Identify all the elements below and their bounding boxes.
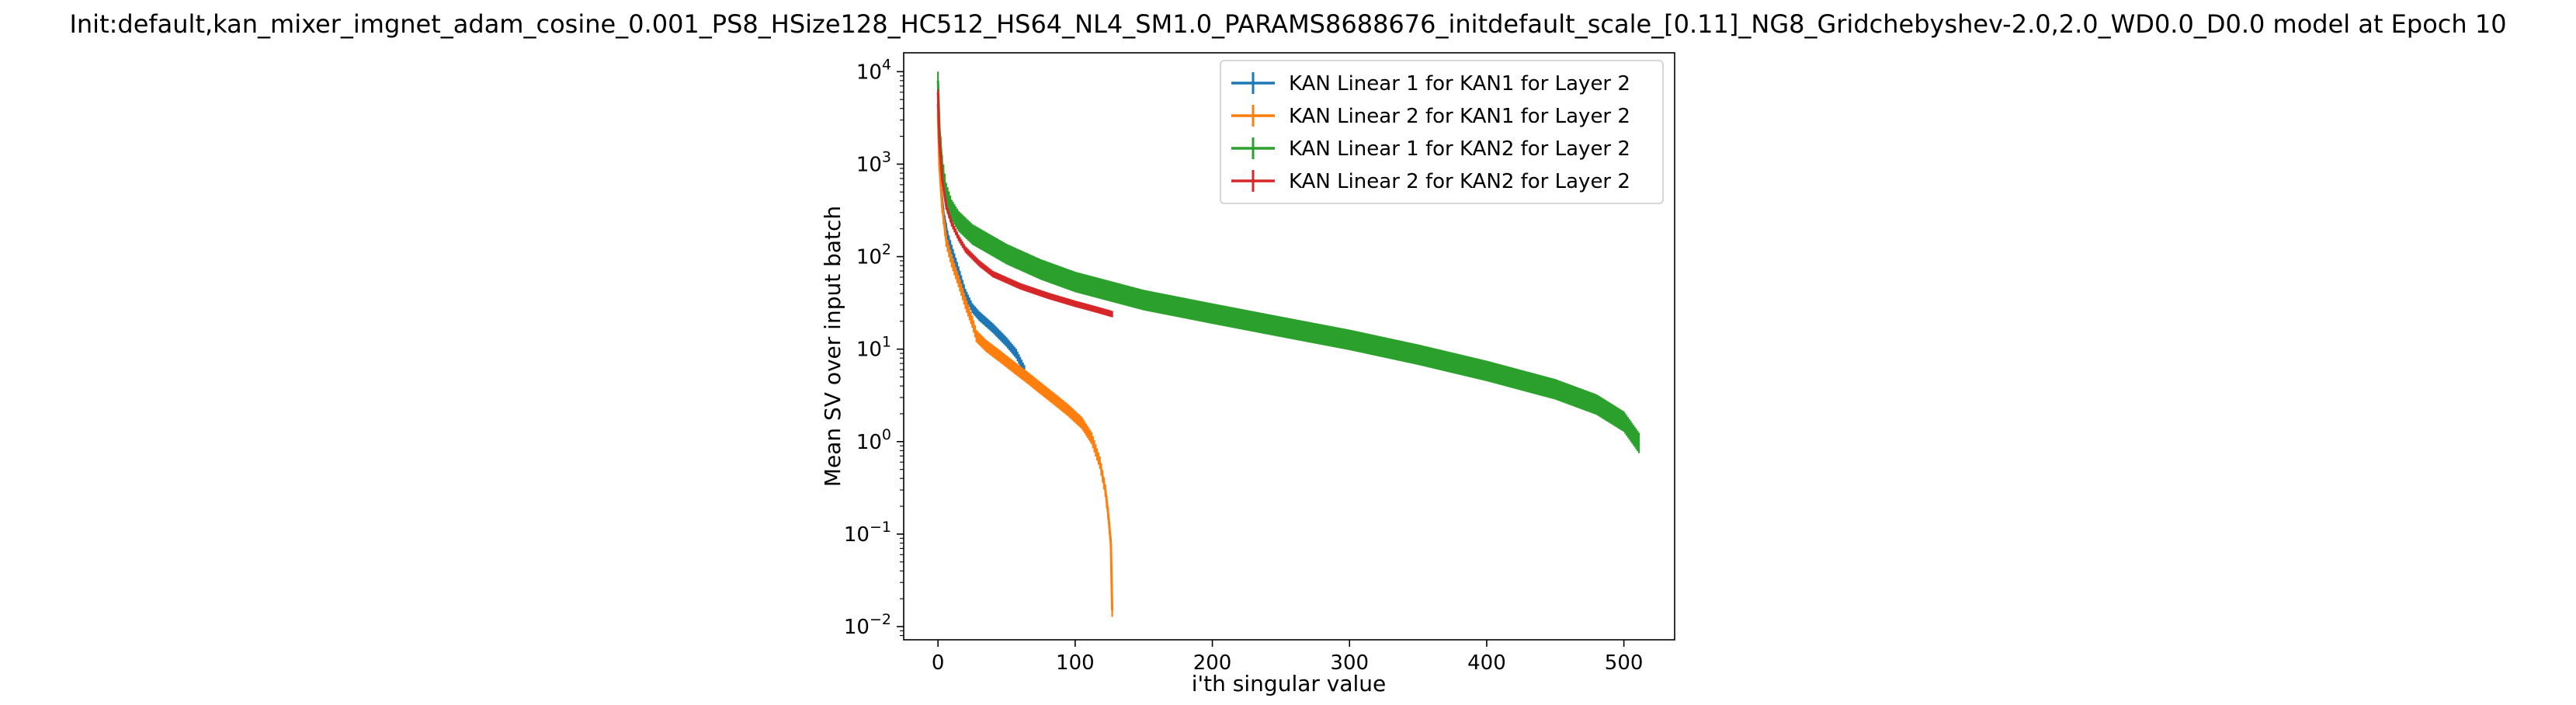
series-line <box>936 80 1640 443</box>
series-1 <box>936 99 1026 375</box>
series-line <box>936 92 1113 315</box>
series-line <box>936 113 1114 611</box>
x-axis-label: i'th singular value <box>1192 671 1387 696</box>
legend-item: KAN Linear 1 for KAN1 for Layer 2 <box>1231 72 1630 96</box>
legend-item: KAN Linear 1 for KAN2 for Layer 2 <box>1231 137 1630 161</box>
y-tick-label: 10−1 <box>844 519 891 547</box>
x-tick-label: 400 <box>1467 651 1506 675</box>
y-tick-label: 101 <box>856 334 891 362</box>
plot-frame <box>903 52 1675 641</box>
legend-box <box>1220 60 1664 204</box>
legend-label: KAN Linear 1 for KAN1 for Layer 2 <box>1289 72 1630 96</box>
x-tick-label: 200 <box>1193 651 1232 675</box>
legend-label: KAN Linear 2 for KAN1 for Layer 2 <box>1289 105 1630 128</box>
x-tick-label: 300 <box>1330 651 1369 675</box>
series-2 <box>936 108 1114 617</box>
x-tick-label: 500 <box>1605 651 1644 675</box>
y-axis-label: Mean SV over input batch <box>820 206 845 487</box>
y-tick-label: 104 <box>856 56 891 84</box>
y-tick-label: 102 <box>856 241 891 269</box>
y-tick-label: 10−2 <box>844 611 891 639</box>
legend-item: KAN Linear 2 for KAN2 for Layer 2 <box>1231 170 1630 193</box>
chart-title: Init:default,kan_mixer_imgnet_adam_cosin… <box>69 9 2506 39</box>
x-axis: 0 100 200 300 400 500 <box>932 640 1644 675</box>
legend-label: KAN Linear 1 for KAN2 for Layer 2 <box>1289 137 1630 161</box>
y-axis: 10−2 10−1 100 101 102 103 104 <box>844 56 904 639</box>
legend-item: KAN Linear 2 for KAN1 for Layer 2 <box>1231 105 1630 128</box>
x-tick-label: 0 <box>932 651 945 675</box>
y-tick-label: 100 <box>856 426 891 454</box>
legend-label: KAN Linear 2 for KAN2 for Layer 2 <box>1289 170 1630 193</box>
series-layer <box>936 71 1640 617</box>
series-4 <box>936 89 1113 318</box>
x-tick-label: 100 <box>1056 651 1095 675</box>
legend: KAN Linear 1 for KAN1 for Layer 2 KAN Lin… <box>1220 60 1664 204</box>
series-line <box>936 103 1026 370</box>
y-tick-label: 103 <box>856 148 891 176</box>
series-3 <box>936 71 1640 453</box>
